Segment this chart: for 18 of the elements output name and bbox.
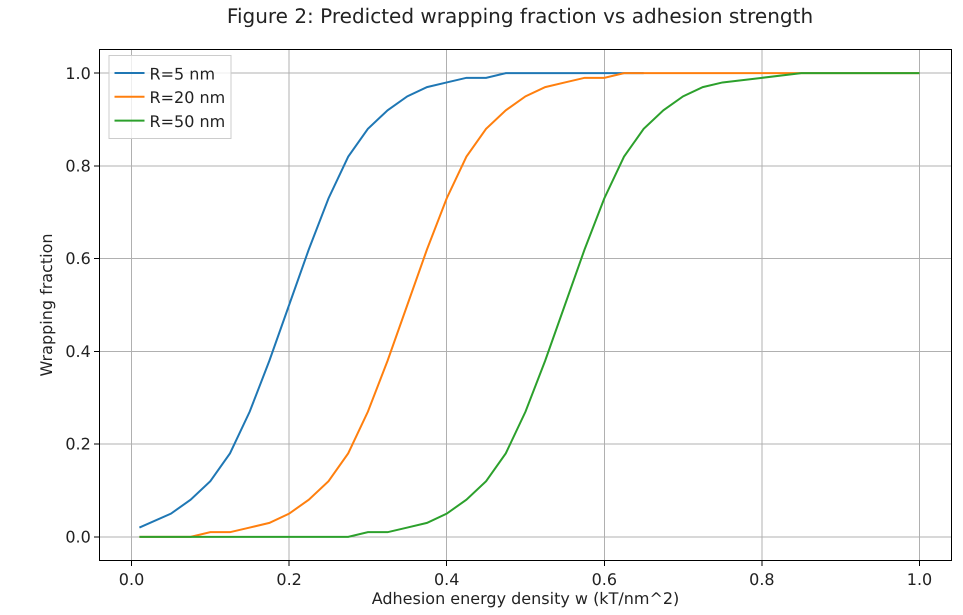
legend-label: R=5 nm — [150, 64, 216, 84]
x-tick-label: 0.0 — [118, 570, 144, 590]
x-tick-label: 0.2 — [276, 570, 302, 590]
y-tick-label: 0.0 — [65, 527, 91, 546]
y-tick-label: 1.0 — [65, 64, 91, 83]
x-tick-label: 1.0 — [906, 570, 932, 590]
y-tick-label: 0.6 — [65, 249, 91, 268]
y-tick-label: 0.2 — [65, 434, 91, 454]
legend-label: R=20 nm — [150, 88, 226, 108]
y-axis-title: Wrapping fraction — [37, 233, 56, 377]
x-tick-label: 0.4 — [434, 570, 460, 590]
chart-title: Figure 2: Predicted wrapping fraction vs adhesion strength — [226, 4, 814, 28]
y-tick-label: 0.4 — [65, 342, 91, 361]
x-axis-title: Adhesion energy density w (kT/nm^2) — [372, 589, 680, 608]
x-tick-label: 0.6 — [592, 570, 618, 590]
y-tick-label: 0.8 — [65, 156, 91, 176]
x-tick-label: 0.8 — [749, 570, 775, 590]
legend-label: R=50 nm — [150, 112, 226, 131]
